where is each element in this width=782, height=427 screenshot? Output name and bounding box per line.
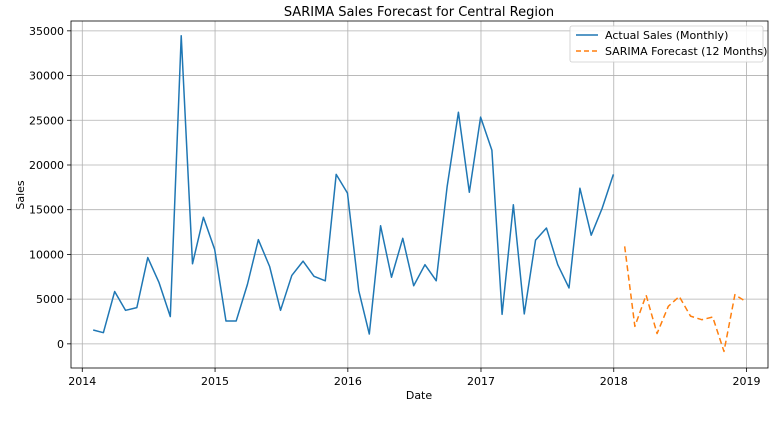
actual-sales-line — [92, 35, 615, 335]
chart-title: SARIMA Sales Forecast for Central Region — [284, 5, 554, 20]
legend-label-actual: Actual Sales (Monthly) — [605, 29, 728, 42]
legend-label-forecast: SARIMA Forecast (12 Months) — [605, 45, 767, 58]
x-tick-label: 2017 — [467, 375, 495, 388]
legend: Actual Sales (Monthly) SARIMA Forecast (… — [569, 25, 767, 63]
x-tick-label: 2014 — [68, 375, 96, 388]
y-tick-label: 5000 — [36, 293, 64, 306]
x-tick-label: 2015 — [201, 375, 229, 388]
x-axis-ticks: 2014 2015 2016 2017 2018 2019 — [68, 368, 761, 388]
x-tick-label: 2016 — [334, 375, 362, 388]
y-axis-ticks: 0 5000 10000 15000 20000 25000 30000 35000 — [29, 25, 71, 351]
y-tick-label: 10000 — [29, 248, 64, 261]
forecast-line — [623, 246, 747, 353]
series-layer — [92, 35, 747, 353]
y-tick-label: 30000 — [29, 70, 64, 83]
y-tick-label: 25000 — [29, 114, 64, 127]
x-tick-label: 2018 — [600, 375, 628, 388]
x-tick-label: 2019 — [733, 375, 761, 388]
y-tick-label: 20000 — [29, 159, 64, 172]
x-axis-label: Date — [406, 389, 433, 402]
y-axis-label: Sales — [14, 180, 27, 210]
y-tick-label: 15000 — [29, 204, 64, 217]
legend-box — [569, 25, 764, 63]
y-tick-label: 0 — [57, 338, 64, 351]
y-tick-label: 35000 — [29, 25, 64, 38]
plot-area-frame — [70, 20, 769, 369]
